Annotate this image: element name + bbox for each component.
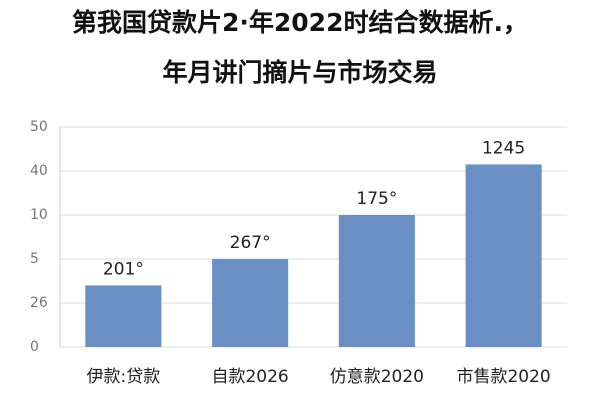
- y-tick-label: 50: [30, 119, 48, 135]
- bar: [212, 259, 289, 347]
- chart-subtitle: 年月讲门摘片与市场交易: [162, 58, 437, 87]
- bar-annotation: 201°: [103, 259, 144, 279]
- y-tick-label: 0: [30, 339, 39, 355]
- y-tick-label: 26: [30, 295, 48, 311]
- y-tick-label: 40: [30, 163, 48, 179]
- x-tick-label: 自款2026: [211, 367, 288, 387]
- bar: [465, 164, 542, 347]
- x-tick-label: 伊款:贷款: [87, 367, 161, 387]
- bar: [338, 215, 415, 347]
- bar-annotation: 175°: [356, 189, 397, 209]
- bar-annotation: 1245: [482, 138, 525, 158]
- bar-annotation: 267°: [230, 233, 271, 253]
- x-tick-label: 仿意款2020: [330, 367, 424, 387]
- x-tick-label: 市售款2020: [456, 367, 550, 387]
- y-tick-label: 5: [30, 251, 39, 267]
- bar: [85, 285, 162, 347]
- y-tick-label: 10: [30, 207, 48, 223]
- chart-title: 第我国贷款片2·年2022时结合数据析.，: [72, 8, 528, 37]
